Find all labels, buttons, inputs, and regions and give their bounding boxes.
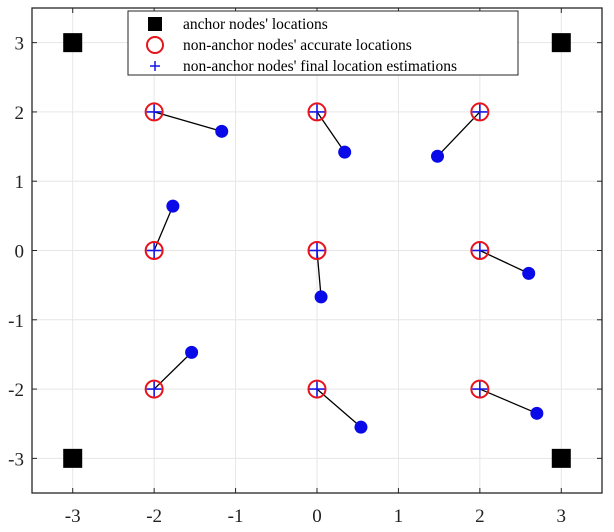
legend-label: non-anchor nodes' final location estimat… (183, 58, 457, 75)
y-tick-label: -2 (8, 380, 24, 401)
legend: anchor nodes' locations non-anchor nodes'… (127, 10, 519, 76)
legend-label: anchor nodes' locations (183, 16, 328, 33)
anchor-node-marker (63, 33, 83, 53)
error-line (316, 388, 362, 428)
anchor-node-marker (551, 448, 571, 468)
error-line (153, 111, 222, 132)
x-tick-label: 2 (475, 506, 485, 527)
legend-anchor-marker (148, 17, 162, 31)
estimate-marker (146, 104, 162, 120)
estimate-marker (146, 243, 162, 258)
accurate-location-marker (144, 102, 164, 122)
y-tick-label: 3 (15, 34, 25, 55)
error-point (215, 124, 229, 138)
accurate-location-marker (470, 241, 490, 260)
estimate-marker (146, 381, 162, 397)
y-tick-label: 1 (15, 172, 25, 193)
x-tick-label: 0 (312, 506, 322, 527)
accurate-location-marker (470, 379, 490, 399)
error-point (522, 266, 536, 280)
anchor-markers (63, 33, 571, 468)
estimate-marker (309, 104, 325, 120)
x-tick-label: -1 (228, 506, 244, 527)
legend-label: non-anchor nodes' accurate locations (183, 37, 412, 54)
y-tick-label: -3 (8, 449, 24, 470)
legend-estimate-marker (150, 61, 160, 71)
accurate-location-marker (144, 379, 164, 399)
x-tick-label: 1 (394, 506, 404, 527)
error-point (354, 420, 368, 434)
estimate-marker (309, 381, 325, 397)
accurate-location-marker (144, 241, 164, 260)
accurate-location-marker (307, 241, 327, 260)
error-point (166, 199, 180, 213)
x-tick-label: 3 (557, 506, 567, 527)
error-point (185, 345, 199, 359)
accurate-location-markers (144, 102, 490, 399)
error-line (479, 388, 538, 414)
y-tick-label: 2 (15, 103, 25, 124)
error-point (314, 290, 328, 304)
axis-ticks: -3 -2 -1 0 1 2 3 -3 -2 -1 0 1 2 3 (8, 8, 602, 527)
estimate-marker (472, 104, 488, 120)
accurate-location-marker (307, 379, 327, 399)
x-tick-label: -3 (65, 506, 81, 527)
error-point (338, 145, 352, 159)
accurate-location-marker (470, 102, 490, 122)
estimate-marker (309, 243, 325, 258)
error-points (166, 124, 544, 434)
anchor-node-marker (63, 448, 83, 468)
error-point (431, 149, 445, 163)
estimate-marker (472, 381, 488, 397)
anchor-node-marker (551, 33, 571, 53)
estimate-marker (472, 243, 488, 258)
error-point (530, 406, 544, 420)
estimate-markers (146, 104, 488, 397)
x-tick-label: -2 (146, 506, 162, 527)
y-tick-label: -1 (8, 311, 24, 332)
y-tick-label: 0 (15, 242, 25, 263)
legend-box (127, 10, 519, 76)
accurate-location-marker (307, 102, 327, 122)
error-line (437, 111, 481, 157)
legend-accurate-marker (146, 36, 164, 54)
